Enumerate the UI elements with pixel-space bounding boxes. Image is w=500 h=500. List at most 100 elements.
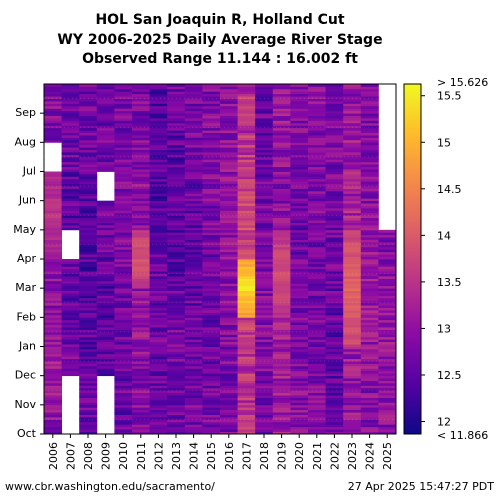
heatmap-cell (255, 305, 274, 309)
heatmap-cell (308, 375, 326, 379)
heatmap-cell (149, 254, 168, 257)
heatmap-cell (290, 251, 309, 255)
heatmap-cell (149, 368, 168, 372)
heatmap-cell (325, 300, 344, 304)
heatmap-cell (220, 278, 238, 282)
heatmap-cell (167, 217, 186, 221)
heatmap-cell (149, 314, 168, 318)
heatmap-cell (360, 351, 379, 355)
heatmap-cell (360, 404, 379, 408)
heatmap-cell (220, 220, 238, 223)
heatmap-cell (114, 207, 133, 211)
heatmap-cell (237, 431, 256, 435)
heatmap-cell (237, 329, 256, 333)
heatmap-cell (220, 110, 238, 114)
heatmap-cell (255, 176, 274, 180)
heatmap-cell (114, 254, 133, 257)
heatmap-cell (272, 176, 291, 180)
heatmap-cell (202, 198, 221, 202)
heatmap-cell (184, 363, 203, 367)
heatmap-cell (255, 135, 274, 138)
heatmap-cell (44, 268, 62, 272)
heatmap-cell (167, 322, 186, 326)
heatmap-cell (343, 161, 362, 165)
heatmap-cell (184, 241, 203, 245)
heatmap-cell (114, 409, 133, 413)
heatmap-cell (79, 193, 98, 197)
heatmap-cell (237, 392, 256, 396)
heatmap-cell (220, 115, 238, 119)
heatmap-cell (220, 424, 238, 428)
heatmap-cell (184, 344, 203, 347)
heatmap-cell (202, 166, 221, 170)
heatmap-cell (79, 263, 98, 267)
heatmap-cell (325, 241, 344, 245)
heatmap-cell (290, 259, 309, 262)
heatmap-cell (360, 412, 379, 415)
heatmap-cell (167, 203, 186, 206)
heatmap-cell (79, 346, 98, 350)
heatmap-cell (79, 416, 98, 420)
heatmap-cell (255, 290, 274, 294)
heatmap-cell (378, 426, 397, 430)
heatmap-cell (343, 273, 362, 277)
heatmap-cell (202, 397, 221, 401)
heatmap-cell (220, 414, 238, 418)
heatmap-cell (343, 108, 362, 112)
heatmap-cell (149, 152, 168, 155)
heatmap-cell (272, 409, 291, 413)
heatmap-cell (202, 280, 221, 284)
heatmap-cell (184, 166, 203, 170)
heatmap-cell (132, 331, 150, 335)
heatmap-cell (202, 416, 221, 420)
heatmap-cell (184, 317, 203, 321)
heatmap-cell (132, 178, 150, 182)
y-tick-label: Jul (22, 165, 36, 178)
heatmap-cell (61, 227, 80, 231)
heatmap-cell (149, 361, 168, 364)
heatmap-cell (308, 387, 326, 391)
heatmap-cell (325, 103, 344, 107)
heatmap-cell (308, 278, 326, 282)
heatmap-cell (79, 341, 98, 345)
heatmap-cell (44, 103, 62, 107)
heatmap-cell (184, 215, 203, 219)
heatmap-cell (325, 373, 344, 377)
heatmap-cell (44, 293, 62, 296)
heatmap-cell (184, 186, 203, 189)
heatmap-cell (79, 96, 98, 99)
heatmap-cell (202, 108, 221, 112)
heatmap-cell (61, 125, 80, 129)
heatmap-cell (343, 395, 362, 398)
heatmap-cell (255, 130, 274, 134)
heatmap-cell (184, 224, 203, 228)
heatmap-cell (272, 385, 291, 389)
heatmap-cell (202, 424, 221, 428)
heatmap-cell (255, 215, 274, 219)
heatmap-cell (96, 336, 115, 340)
heatmap-cell (149, 319, 168, 323)
heatmap-cell (61, 120, 80, 124)
heatmap-cell (325, 144, 344, 148)
heatmap-cell (272, 429, 291, 432)
heatmap-cell (61, 93, 80, 97)
heatmap-cell (343, 181, 362, 185)
heatmap-cell (167, 431, 186, 435)
heatmap-cell (149, 161, 168, 165)
heatmap-cell (237, 402, 256, 406)
heatmap-cell (202, 186, 221, 189)
heatmap-cell (255, 373, 274, 377)
timestamp: 27 Apr 2025 15:47:27 PDT (348, 480, 495, 493)
heatmap-cell (184, 429, 203, 432)
heatmap-cell (255, 341, 274, 345)
heatmap-cell (132, 407, 150, 411)
heatmap-cell (44, 370, 62, 374)
heatmap-cell (167, 190, 186, 194)
heatmap-cell (290, 314, 309, 318)
heatmap-cell (44, 125, 62, 129)
heatmap-cell (44, 353, 62, 357)
heatmap-cell (61, 86, 80, 90)
heatmap-cell (308, 322, 326, 326)
heatmap-cell (202, 254, 221, 257)
heatmap-cell (272, 263, 291, 267)
